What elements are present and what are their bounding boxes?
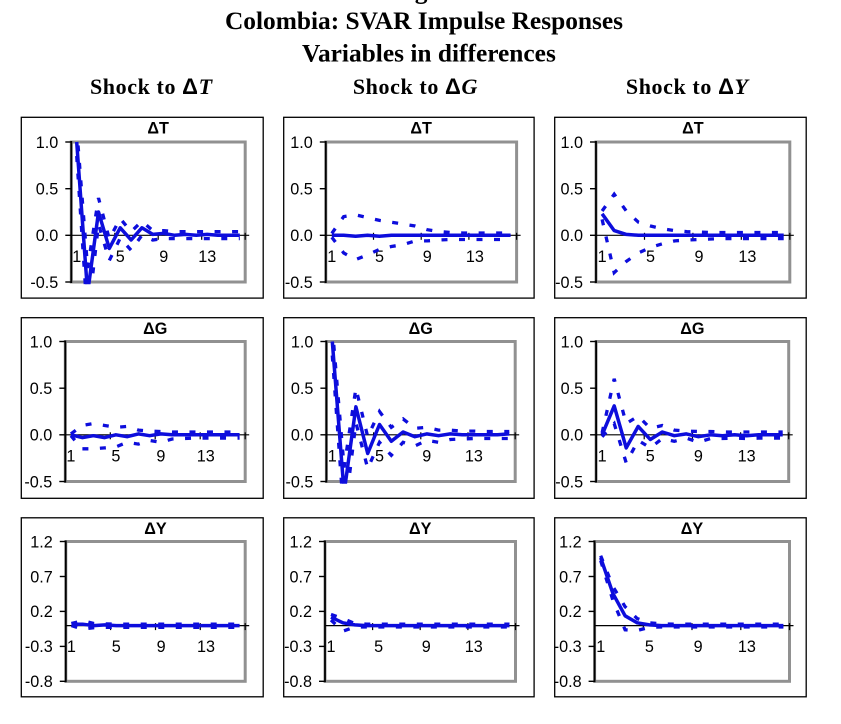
svg-text:5: 5 [375,248,384,266]
svg-text:1: 1 [72,248,81,266]
svg-text:0.5: 0.5 [561,380,584,398]
svg-text:1.0: 1.0 [290,134,313,152]
svg-text:0.2: 0.2 [559,603,582,621]
svg-text:9: 9 [159,248,168,266]
svg-text:5: 5 [116,248,125,266]
svg-text:13: 13 [465,638,483,656]
svg-text:1: 1 [598,248,607,266]
svg-text:ΔT: ΔT [682,120,704,138]
svg-text:5: 5 [112,638,121,656]
svg-text:13: 13 [738,447,756,465]
svg-text:-0.5: -0.5 [285,473,313,491]
svg-text:Shock to ΔT: Shock to ΔT [90,74,214,99]
svg-text:0.0: 0.0 [30,427,53,445]
svg-text:-0.3: -0.3 [554,638,582,656]
svg-text:13: 13 [738,248,756,266]
svg-text:9: 9 [156,447,165,465]
svg-text:5: 5 [645,638,654,656]
svg-text:-0.5: -0.5 [30,274,58,292]
svg-text:1: 1 [66,447,75,465]
svg-text:1.0: 1.0 [36,134,59,152]
svg-text:-0.8: -0.8 [554,673,582,691]
svg-text:Shock to ΔY: Shock to ΔY [626,74,751,99]
svg-text:9: 9 [694,248,703,266]
svg-text:9: 9 [694,447,703,465]
svg-text:5: 5 [375,447,384,465]
svg-text:1: 1 [598,447,607,465]
svg-text:1.2: 1.2 [30,533,53,551]
svg-text:ΔG: ΔG [680,320,704,338]
svg-text:0.7: 0.7 [30,568,53,586]
svg-text:1: 1 [326,638,335,656]
svg-text:ΔY: ΔY [681,520,704,538]
svg-text:0.5: 0.5 [290,181,313,199]
svg-text:1: 1 [327,248,336,266]
svg-text:0.0: 0.0 [290,227,313,245]
svg-text:-0.5: -0.5 [555,274,583,292]
svg-text:5: 5 [111,447,120,465]
svg-text:13: 13 [197,447,215,465]
svg-text:0.5: 0.5 [291,380,314,398]
svg-text:13: 13 [466,248,484,266]
svg-text:-0.5: -0.5 [285,274,313,292]
svg-text:ΔY: ΔY [409,520,432,538]
svg-text:5: 5 [646,447,655,465]
svg-text:-0.8: -0.8 [25,673,53,691]
svg-text:13: 13 [198,248,216,266]
svg-text:-0.8: -0.8 [284,673,312,691]
svg-text:1.2: 1.2 [559,533,582,551]
svg-text:-0.5: -0.5 [555,473,583,491]
svg-text:9: 9 [157,638,166,656]
svg-text:-0.3: -0.3 [25,638,53,656]
svg-text:-0.3: -0.3 [284,638,312,656]
svg-text:-0.5: -0.5 [24,473,52,491]
svg-text:0.2: 0.2 [289,603,312,621]
svg-text:0.7: 0.7 [559,568,582,586]
svg-text:5: 5 [374,638,383,656]
svg-text:0.7: 0.7 [289,568,312,586]
svg-text:Variables in differences: Variables in differences [302,39,556,67]
svg-text:9: 9 [422,638,431,656]
svg-text:1.0: 1.0 [30,333,53,351]
svg-text:13: 13 [197,638,215,656]
svg-text:ΔT: ΔT [410,120,432,138]
svg-text:ΔT: ΔT [147,120,169,138]
svg-text:0.5: 0.5 [560,181,583,199]
svg-text:ΔG: ΔG [143,320,167,338]
svg-text:1: 1 [596,638,605,656]
svg-text:9: 9 [694,638,703,656]
svg-text:0.5: 0.5 [30,380,53,398]
svg-text:1.0: 1.0 [291,333,314,351]
svg-text:1: 1 [328,447,337,465]
svg-text:13: 13 [738,638,756,656]
svg-text:1.0: 1.0 [560,134,583,152]
svg-text:5: 5 [646,248,655,266]
svg-text:0.0: 0.0 [560,227,583,245]
svg-text:ΔG: ΔG [409,320,433,338]
svg-text:9: 9 [423,248,432,266]
svg-text:Colombia: SVAR Impulse Respons: Colombia: SVAR Impulse Responses [225,7,623,35]
svg-text:0.0: 0.0 [36,227,59,245]
svg-text:0.5: 0.5 [36,181,59,199]
svg-text:Shock to ΔG: Shock to ΔG [353,74,478,99]
svg-text:ΔY: ΔY [144,520,167,538]
svg-text:1: 1 [67,638,76,656]
svg-text:0.0: 0.0 [561,427,584,445]
svg-text:13: 13 [465,447,483,465]
svg-text:9: 9 [422,447,431,465]
svg-text:1.2: 1.2 [289,533,312,551]
svg-text:Figure 8: Figure 8 [392,0,483,5]
svg-text:0.0: 0.0 [291,427,314,445]
svg-text:1.0: 1.0 [561,333,584,351]
svg-text:0.2: 0.2 [30,603,53,621]
